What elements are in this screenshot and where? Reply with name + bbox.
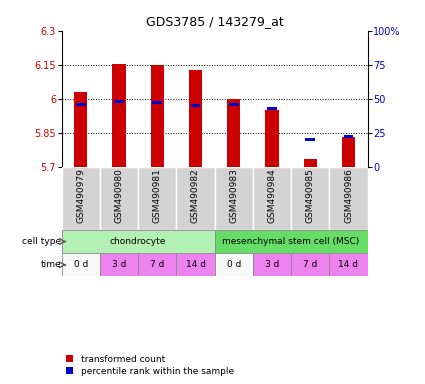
Bar: [189, 70, 202, 167]
Bar: [215, 230, 368, 253]
Bar: [253, 167, 291, 230]
Legend: transformed count, percentile rank within the sample: transformed count, percentile rank withi…: [66, 355, 234, 376]
Title: GDS3785 / 143279_at: GDS3785 / 143279_at: [146, 15, 283, 28]
Bar: [267, 107, 277, 109]
Text: 14 d: 14 d: [185, 260, 206, 269]
Text: 7 d: 7 d: [303, 260, 317, 269]
Text: 0 d: 0 d: [74, 260, 88, 269]
Text: time: time: [41, 260, 62, 269]
Bar: [215, 167, 253, 230]
Text: GSM490984: GSM490984: [267, 169, 277, 223]
Text: 0 d: 0 d: [227, 260, 241, 269]
Bar: [329, 167, 368, 230]
Bar: [215, 253, 253, 276]
Bar: [291, 253, 329, 276]
Text: 3 d: 3 d: [265, 260, 279, 269]
Bar: [329, 253, 368, 276]
Bar: [176, 253, 215, 276]
Text: GSM490985: GSM490985: [306, 169, 315, 223]
Bar: [306, 138, 315, 141]
Bar: [291, 167, 329, 230]
Bar: [265, 110, 279, 167]
Text: 3 d: 3 d: [112, 260, 126, 269]
Text: GSM490981: GSM490981: [153, 169, 162, 223]
Text: cell type: cell type: [23, 237, 62, 246]
Bar: [74, 92, 88, 167]
Text: GSM490982: GSM490982: [191, 169, 200, 223]
Text: GSM490983: GSM490983: [229, 169, 238, 223]
Bar: [62, 167, 100, 230]
Bar: [227, 99, 241, 167]
Bar: [114, 100, 124, 103]
Bar: [303, 159, 317, 167]
Text: GSM490986: GSM490986: [344, 169, 353, 223]
Text: mesenchymal stem cell (MSC): mesenchymal stem cell (MSC): [223, 237, 360, 246]
Bar: [62, 230, 215, 253]
Text: 14 d: 14 d: [338, 260, 359, 269]
Text: GSM490979: GSM490979: [76, 169, 85, 223]
Bar: [191, 104, 200, 107]
Text: chondrocyte: chondrocyte: [110, 237, 166, 246]
Bar: [253, 253, 291, 276]
Bar: [100, 253, 138, 276]
Bar: [150, 65, 164, 167]
Bar: [138, 167, 176, 230]
Bar: [138, 253, 176, 276]
Bar: [342, 137, 355, 167]
Bar: [62, 253, 100, 276]
Text: GSM490980: GSM490980: [114, 169, 124, 223]
Text: 7 d: 7 d: [150, 260, 164, 269]
Bar: [229, 103, 238, 106]
Bar: [112, 64, 126, 167]
Bar: [344, 136, 353, 138]
Bar: [76, 103, 85, 106]
Bar: [100, 167, 138, 230]
Bar: [153, 101, 162, 104]
Bar: [176, 167, 215, 230]
